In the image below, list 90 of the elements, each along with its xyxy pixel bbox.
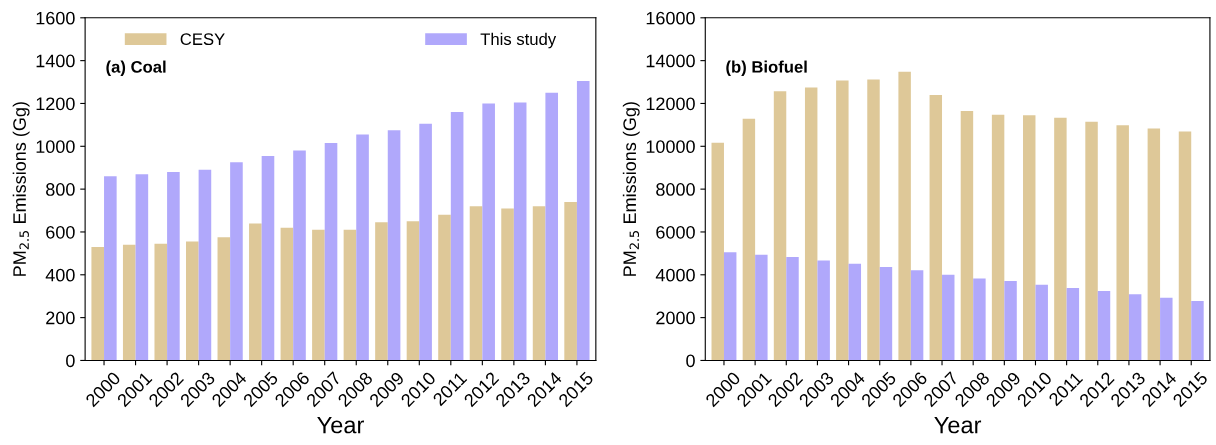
bar (804, 87, 818, 361)
bar (249, 223, 262, 361)
bar (293, 150, 306, 361)
bar (898, 71, 911, 361)
bar (406, 221, 420, 361)
bar (1066, 288, 1080, 361)
bar (343, 229, 357, 361)
bar (1128, 294, 1142, 361)
y-tick-label: 600 (46, 225, 75, 239)
bar (501, 208, 514, 361)
bar (929, 94, 943, 361)
bar (848, 263, 862, 361)
bar (1178, 131, 1192, 361)
bar (576, 80, 590, 361)
bar (387, 130, 401, 361)
bar (723, 252, 737, 361)
bar (280, 227, 294, 361)
bar (438, 214, 451, 361)
bar (482, 103, 495, 361)
bar (230, 162, 243, 361)
bar (154, 243, 168, 361)
bar (564, 201, 577, 361)
bar (135, 174, 149, 361)
bar (910, 270, 924, 361)
y-tick-label: 2000 (656, 311, 695, 325)
y-tick-label: 200 (46, 311, 75, 325)
y-axis-title: PM$_{2.5}$ Emissions (Gg) (12, 102, 30, 276)
bar (312, 229, 325, 361)
legend-label: This study (480, 32, 557, 49)
bar (545, 92, 559, 361)
legend-label: CESY (180, 33, 225, 46)
bar (356, 134, 369, 361)
bar (91, 246, 105, 361)
bar (1191, 300, 1204, 361)
bar (167, 171, 180, 361)
y-tick-label: 14000 (646, 54, 695, 68)
y-tick-label: 0 (66, 354, 75, 368)
bar (773, 91, 787, 361)
bar (1035, 284, 1048, 361)
x-axis-title: Year (934, 416, 982, 434)
bar (742, 118, 756, 361)
bar (261, 155, 275, 361)
bar (450, 112, 464, 361)
y-tick-label: 1400 (36, 54, 75, 68)
y-tick-label: 6000 (656, 225, 695, 239)
bar (1097, 291, 1111, 361)
bar (104, 176, 117, 361)
y-axis-title: PM$_{2.5}$ Emissions (Gg) (622, 102, 640, 276)
bar (198, 169, 212, 361)
bar (973, 278, 986, 361)
y-tick-label: 400 (45, 268, 75, 282)
bar (532, 206, 546, 361)
annotation: (b) Biofuel (726, 60, 807, 77)
y-tick-label: 1000 (36, 140, 75, 154)
bar (1054, 117, 1067, 361)
bar (186, 241, 199, 361)
bar (122, 244, 136, 361)
bar (375, 222, 388, 361)
annotation: (a) Coal (106, 60, 166, 77)
x-axis-title: Year (317, 416, 364, 434)
bar (711, 142, 724, 361)
bar (217, 237, 231, 361)
bar (1023, 115, 1036, 361)
bar (960, 110, 974, 361)
bar (755, 254, 768, 361)
bar (1160, 297, 1173, 361)
bar (942, 274, 955, 361)
y-tick-label: 1600 (36, 11, 75, 25)
y-tick-label: 12000 (646, 97, 695, 111)
y-tick-label: 10000 (646, 140, 695, 154)
y-tick-label: 1200 (36, 97, 75, 111)
y-tick-label: 8000 (656, 183, 695, 196)
bar (1085, 121, 1098, 361)
y-tick-label: 16000 (646, 11, 695, 25)
y-tick-label: 0 (686, 354, 695, 368)
bar (879, 267, 893, 361)
bar (513, 102, 527, 361)
y-tick-label: 4000 (655, 268, 695, 282)
bar (1147, 128, 1161, 361)
bar (867, 79, 880, 361)
bar (1116, 125, 1129, 361)
bar (991, 114, 1005, 361)
bar (324, 143, 338, 361)
y-tick-label: 800 (46, 183, 75, 196)
bar (419, 123, 432, 361)
bar (1004, 281, 1017, 361)
bar (836, 80, 849, 361)
bar (469, 206, 483, 361)
bar (786, 257, 799, 361)
bar (817, 260, 830, 361)
